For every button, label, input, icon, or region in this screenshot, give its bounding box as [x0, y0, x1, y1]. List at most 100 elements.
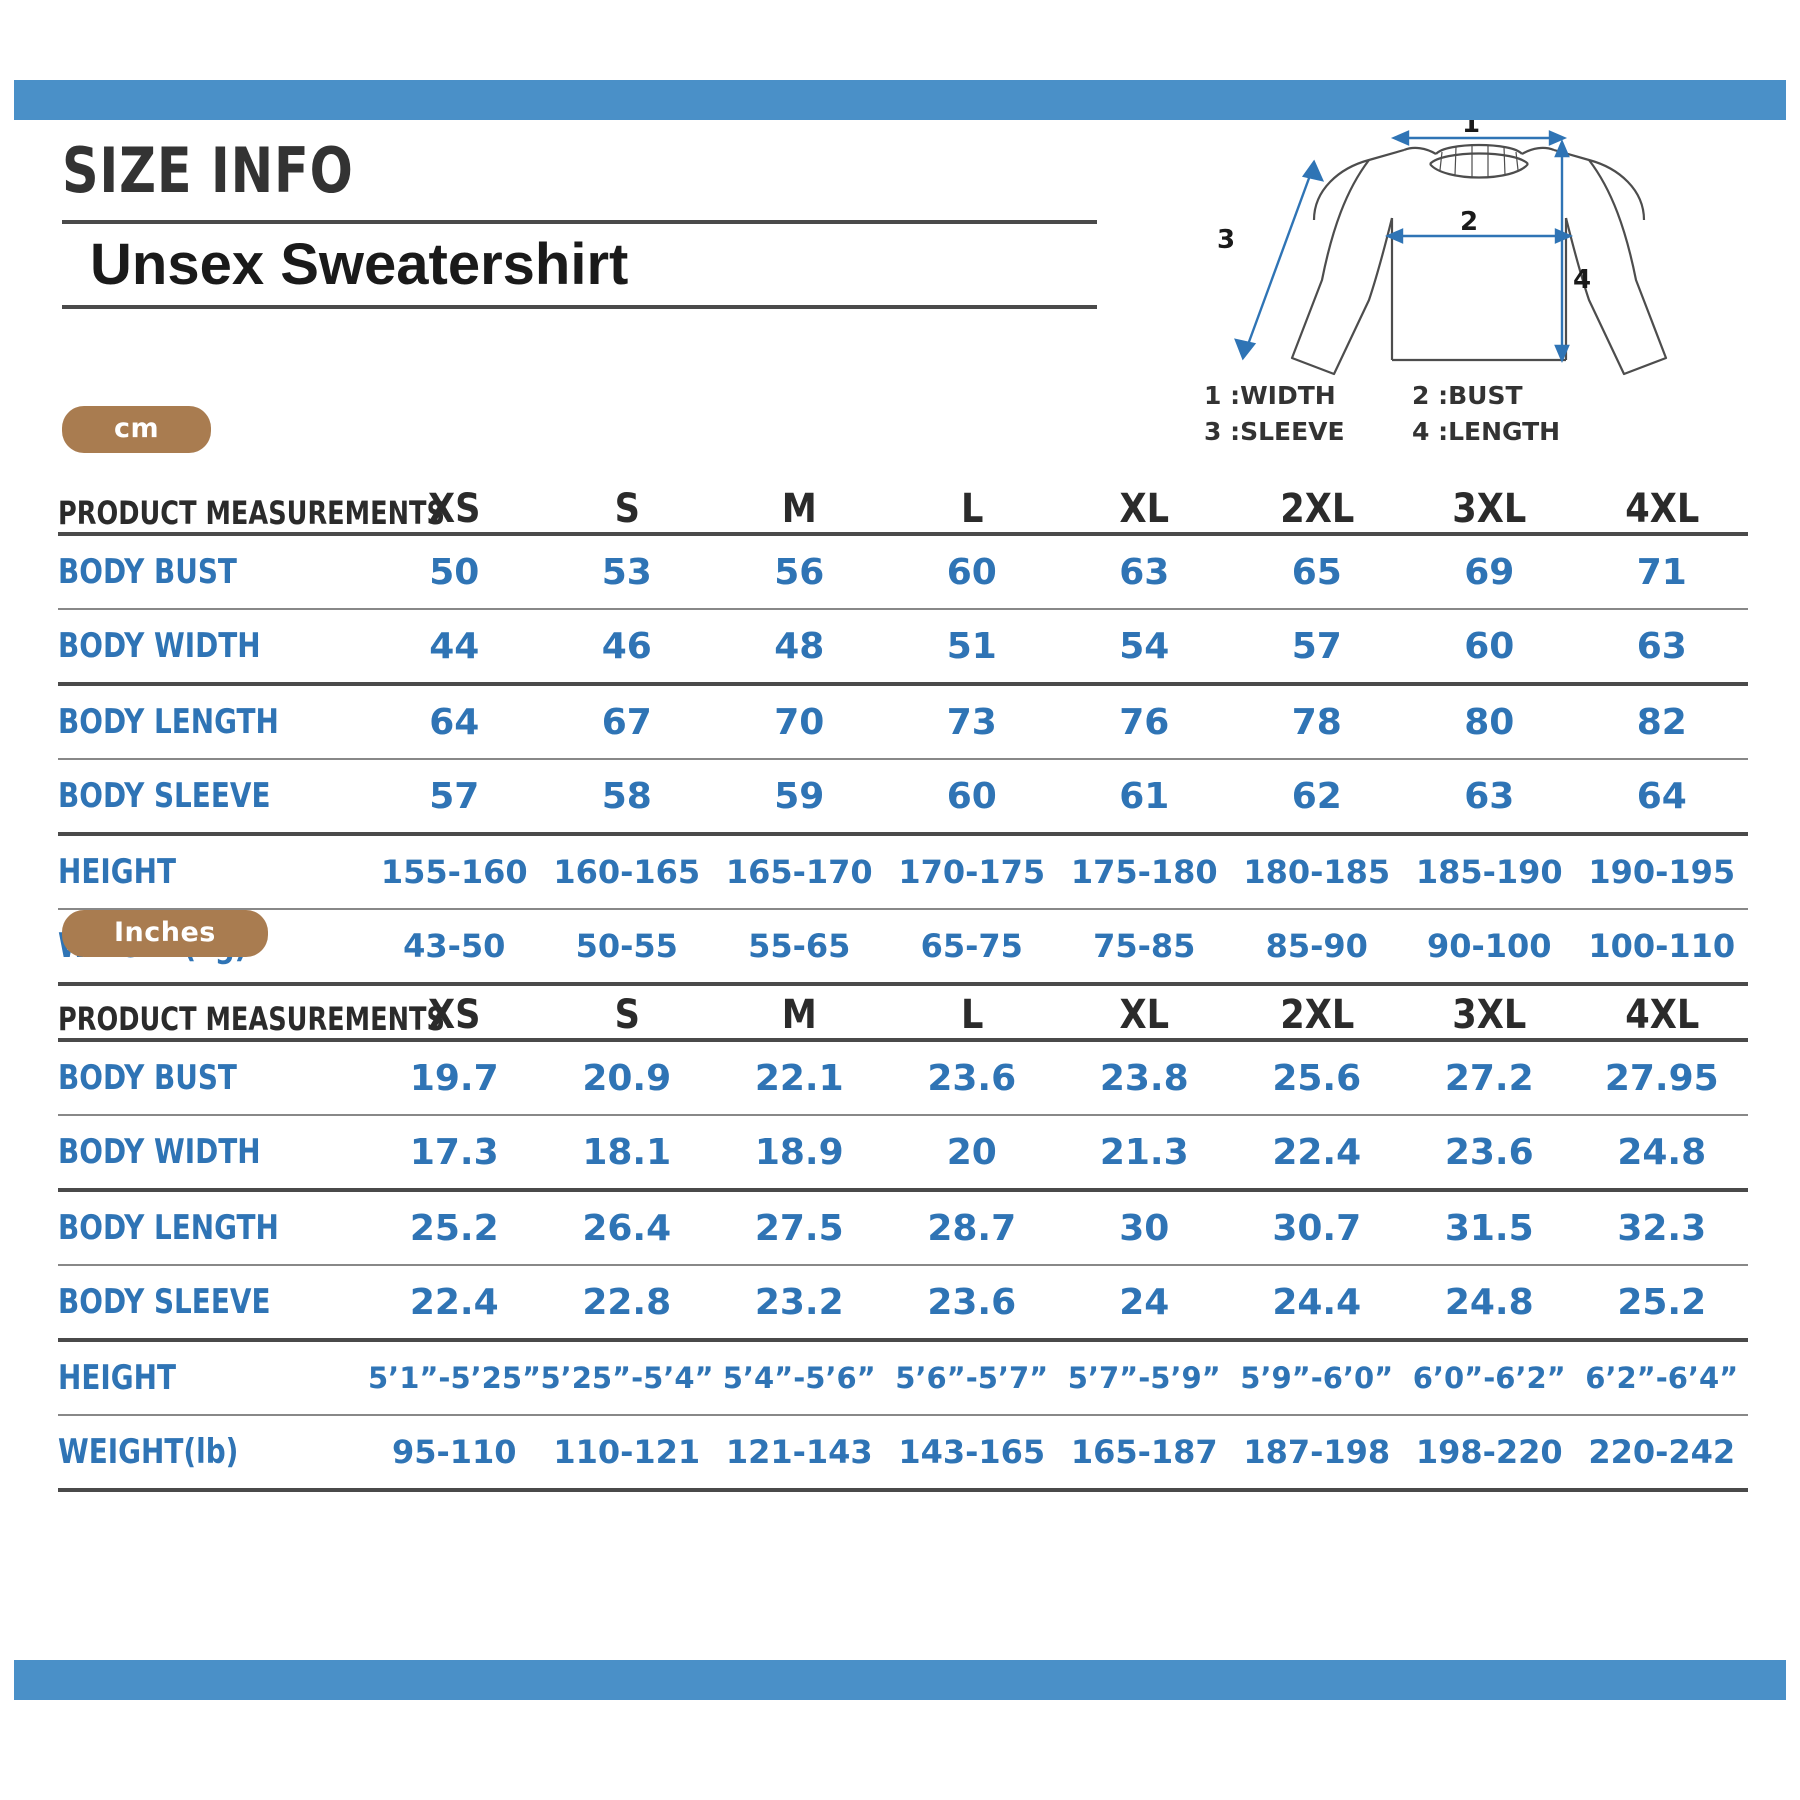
- table-row: BODY LENGTH 64 67 70 73 76 78 80 82: [58, 684, 1748, 759]
- cm-table-head: PRODUCT MEASUREMENTS XS S M L XL 2XL 3XL…: [58, 470, 1748, 534]
- inches-cell: 5’4”-5’6”: [722, 1361, 876, 1395]
- inches-cell: 30.7: [1272, 1207, 1362, 1249]
- table-row: BODY WIDTH 17.3 18.1 18.9 20 21.3 22.4 2…: [58, 1115, 1748, 1190]
- cm-cell: 53: [601, 551, 652, 593]
- cm-cell: 73: [946, 701, 997, 743]
- inches-cell: 187-198: [1243, 1433, 1391, 1471]
- sweatshirt-illustration: 1 2 3 4: [1217, 120, 1668, 376]
- inches-cell: 165-187: [1070, 1433, 1218, 1471]
- cm-size-table-block: PRODUCT MEASUREMENTS XS S M L XL 2XL 3XL…: [58, 470, 1748, 988]
- inches-cell: 25.6: [1272, 1057, 1362, 1099]
- legend-length: 4 :LENGTH: [1412, 417, 1561, 447]
- inches-cell: 24: [1119, 1281, 1170, 1323]
- bottom-blue-band: [0, 1660, 1800, 1700]
- cm-cell: 160-165: [553, 853, 701, 891]
- cm-cell: 60: [946, 551, 997, 593]
- title-divider-top: [62, 220, 1097, 224]
- cm-row-label-width: BODY WIDTH: [58, 626, 261, 666]
- table-row: BODY SLEEVE 22.4 22.8 23.2 23.6 24 24.4 …: [58, 1265, 1748, 1340]
- inches-cell: 20.9: [582, 1057, 672, 1099]
- inches-row-label-height: HEIGHT: [58, 1358, 176, 1398]
- header-block: SIZE INFO Unsex Sweatershirt: [62, 140, 1122, 309]
- inches-col-2xl: 2XL: [1279, 992, 1354, 1038]
- inches-cell: 17.3: [409, 1131, 499, 1173]
- inches-col-3xl: 3XL: [1452, 992, 1527, 1038]
- cm-col-xl: XL: [1119, 486, 1170, 532]
- marker-2: 2: [1460, 207, 1478, 237]
- table-row: BODY SLEEVE 57 58 59 60 61 62 63 64: [58, 759, 1748, 834]
- inches-cell: 22.1: [754, 1057, 844, 1099]
- legend-row: 3 :SLEEVE 4 :LENGTH: [1204, 414, 1724, 450]
- cm-cell: 80: [1464, 701, 1515, 743]
- cm-col-xs: XS: [428, 486, 481, 532]
- inches-cell: 27.2: [1444, 1057, 1534, 1099]
- cm-cell: 82: [1636, 701, 1687, 743]
- inches-cell: 5’1”-5’25”: [368, 1361, 542, 1395]
- inches-cell: 5’9”-6’0”: [1240, 1361, 1394, 1395]
- inches-cell: 110-121: [553, 1433, 701, 1471]
- cm-row-label-sleeve: BODY SLEEVE: [58, 776, 271, 816]
- cm-cell: 43-50: [403, 927, 506, 965]
- inches-cell: 198-220: [1415, 1433, 1563, 1471]
- legend-width: 1 :WIDTH: [1204, 381, 1336, 410]
- marker-1: 1: [1462, 120, 1480, 139]
- cm-size-table: PRODUCT MEASUREMENTS XS S M L XL 2XL 3XL…: [58, 470, 1748, 988]
- cm-cell: 63: [1636, 625, 1687, 667]
- inches-cell: 18.1: [582, 1131, 672, 1173]
- marker-4: 4: [1573, 265, 1591, 295]
- inches-size-table-block: PRODUCT MEASUREMENTS XS S M L XL 2XL 3XL…: [58, 976, 1748, 1494]
- cm-cell: 58: [601, 775, 652, 817]
- table-row: BODY BUST 50 53 56 60 63 65 69 71: [58, 534, 1748, 609]
- cm-col-4xl: 4XL: [1624, 486, 1699, 532]
- legend-sleeve: 3 :SLEEVE: [1204, 417, 1345, 447]
- cm-col-s: S: [614, 486, 640, 532]
- inches-col-l: L: [960, 992, 983, 1038]
- cm-header-row: PRODUCT MEASUREMENTS XS S M L XL 2XL 3XL…: [58, 470, 1748, 534]
- inches-badge-wrap: Inches: [62, 910, 268, 957]
- cm-cell: 180-185: [1243, 853, 1391, 891]
- inches-table-bottom-rule: [58, 1490, 1748, 1494]
- inches-cell: 25.2: [1617, 1281, 1707, 1323]
- legend-bust: 2 :BUST: [1412, 381, 1523, 410]
- inches-table-foot: [58, 1490, 1748, 1494]
- inches-col-xl: XL: [1119, 992, 1170, 1038]
- cm-cell: 50: [429, 551, 480, 593]
- garment-diagram: 1 2 3 4: [1164, 120, 1764, 450]
- inches-cell: 30: [1119, 1207, 1170, 1249]
- diagram-legend: 1 :WIDTH 2 :BUST 3 :SLEEVE 4 :LENGTH: [1204, 378, 1724, 451]
- cm-cell: 44: [429, 625, 480, 667]
- inches-cell: 5’6”-5’7”: [895, 1361, 1049, 1395]
- inches-cell: 95-110: [391, 1433, 517, 1471]
- table-row: HEIGHT 5’1”-5’25” 5’25”-5’4” 5’4”-5’6” 5…: [58, 1340, 1748, 1415]
- table-row: HEIGHT 155-160 160-165 165-170 170-175 1…: [58, 834, 1748, 909]
- cm-cell: 63: [1464, 775, 1515, 817]
- cm-table-body: BODY BUST 50 53 56 60 63 65 69 71 BODY W…: [58, 534, 1748, 984]
- cm-col-l: L: [960, 486, 983, 532]
- inches-cell: 23.8: [1099, 1057, 1189, 1099]
- cm-cell: 46: [601, 625, 652, 667]
- cm-col-label: PRODUCT MEASUREMENTS: [58, 494, 445, 532]
- cm-cell: 57: [429, 775, 480, 817]
- cm-cell: 48: [774, 625, 825, 667]
- inches-cell: 31.5: [1444, 1207, 1534, 1249]
- inches-col-4xl: 4XL: [1624, 992, 1699, 1038]
- cm-cell: 170-175: [898, 853, 1046, 891]
- cm-cell: 64: [429, 701, 480, 743]
- inches-cell: 26.4: [582, 1207, 672, 1249]
- cm-badge-wrap: cm: [62, 406, 212, 453]
- inches-col-m: M: [781, 992, 817, 1038]
- inches-cell: 21.3: [1099, 1131, 1189, 1173]
- title-divider-bottom: [62, 304, 1097, 309]
- inches-cell: 25.2: [409, 1207, 499, 1249]
- inches-cell: 22.4: [1272, 1131, 1362, 1173]
- cm-cell: 100-110: [1588, 927, 1736, 965]
- cm-cell: 51: [946, 625, 997, 667]
- product-subtitle: Unsex Sweatershirt: [90, 232, 629, 297]
- cm-cell: 55-65: [748, 927, 851, 965]
- inches-cell: 27.5: [754, 1207, 844, 1249]
- cm-cell: 75-85: [1093, 927, 1196, 965]
- inches-cell: 32.3: [1617, 1207, 1707, 1249]
- inches-cell: 121-143: [725, 1433, 873, 1471]
- right-gutter: [1786, 80, 1800, 1700]
- cm-cell: 60: [1464, 625, 1515, 667]
